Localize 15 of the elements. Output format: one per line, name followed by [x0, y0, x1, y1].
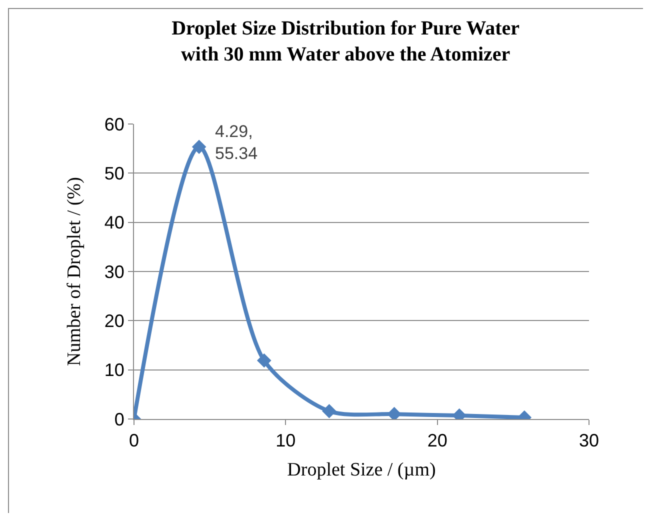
y-tick-label: 40: [104, 212, 124, 233]
y-tick-label: 0: [114, 409, 124, 430]
x-tick-label: 20: [427, 430, 448, 451]
x-axis-title: Droplet Size / (µm): [287, 459, 436, 480]
y-tick-label: 50: [104, 163, 124, 184]
y-tick-label: 30: [104, 262, 124, 282]
chart-title: Droplet Size Distribution for Pure Water with 30 mm Water above the Atomizer: [172, 17, 520, 66]
y-axis-title: Number of Droplet / (%): [64, 177, 86, 366]
y-tick-label: 10: [104, 360, 124, 380]
x-tick-label: 0: [128, 430, 140, 451]
y-tick-label: 20: [104, 310, 124, 331]
data-label: 4.29, 55.34: [215, 122, 258, 164]
y-tick-label: 60: [104, 114, 124, 134]
x-tick-label: 10: [276, 430, 296, 451]
x-tick-label: 30: [578, 430, 600, 451]
